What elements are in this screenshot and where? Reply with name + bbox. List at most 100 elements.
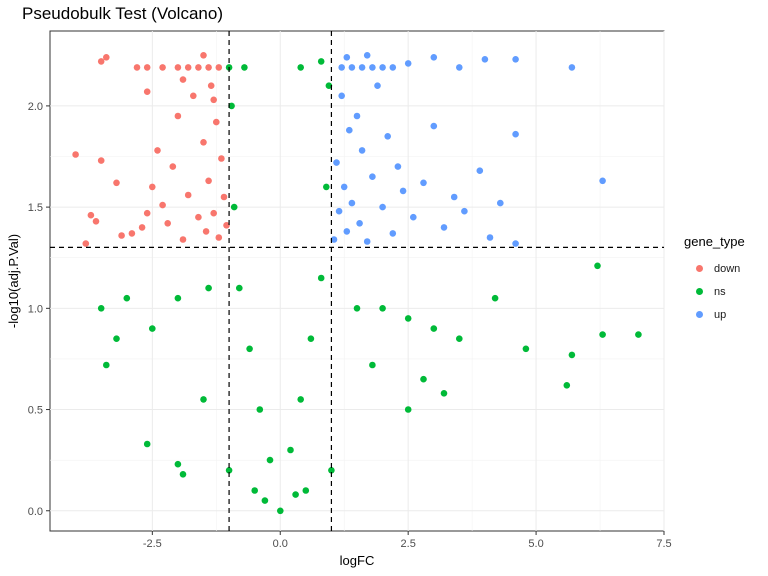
- point-down: [169, 163, 177, 170]
- point-down: [179, 76, 187, 83]
- legend-swatch-down: [696, 265, 703, 272]
- point-down: [97, 157, 105, 164]
- legend: gene_type down ns up: [684, 234, 745, 326]
- point-down: [128, 230, 136, 237]
- x-tick-label: 0.0: [273, 538, 288, 550]
- legend-swatch-up: [696, 311, 703, 318]
- point-ns: [97, 305, 105, 312]
- point-ns: [491, 294, 499, 302]
- point-ns: [205, 284, 212, 292]
- point-up: [348, 64, 356, 71]
- point-down: [215, 234, 223, 241]
- point-up: [420, 179, 427, 187]
- point-up: [461, 207, 468, 215]
- point-down: [82, 240, 90, 247]
- point-ns: [317, 274, 325, 282]
- y-tick-label: 1.5: [28, 202, 43, 214]
- point-down: [118, 232, 125, 239]
- x-axis-title: logFC: [340, 553, 375, 568]
- point-down: [133, 64, 141, 71]
- point-ns: [179, 471, 187, 478]
- point-up: [379, 203, 386, 211]
- point-down: [103, 54, 110, 61]
- point-ns: [236, 284, 243, 292]
- point-ns: [149, 325, 156, 332]
- threshold-lines: [50, 31, 664, 531]
- point-ns: [228, 102, 235, 110]
- point-down: [92, 218, 100, 225]
- point-down: [200, 139, 207, 146]
- point-down: [154, 147, 161, 154]
- point-up: [399, 187, 407, 195]
- point-ns: [251, 487, 258, 494]
- point-up: [343, 54, 351, 61]
- point-down: [202, 228, 210, 235]
- point-up: [333, 159, 340, 166]
- legend-title: gene_type: [684, 234, 745, 249]
- point-down: [97, 58, 105, 65]
- point-ns: [277, 507, 284, 515]
- legend-swatch-ns: [696, 288, 703, 295]
- legend-label-ns: ns: [714, 285, 726, 298]
- point-up: [330, 236, 338, 243]
- point-ns: [230, 203, 238, 211]
- point-ns: [246, 345, 253, 353]
- point-ns: [123, 294, 131, 302]
- point-down: [174, 64, 182, 71]
- point-ns: [174, 460, 182, 468]
- y-tick-label: 2.0: [28, 101, 43, 113]
- point-down: [113, 179, 120, 187]
- point-ns: [328, 467, 335, 474]
- point-down: [213, 118, 220, 126]
- point-up: [363, 238, 371, 245]
- point-ns: [325, 82, 333, 89]
- point-down: [215, 64, 223, 71]
- point-ns: [174, 294, 182, 302]
- point-up: [363, 52, 371, 59]
- point-ns: [297, 396, 305, 403]
- point-ns: [420, 375, 427, 383]
- point-up: [343, 228, 351, 235]
- point-up: [410, 213, 417, 221]
- point-up: [512, 130, 519, 138]
- y-tick-label: 1.0: [28, 303, 43, 315]
- point-down: [195, 213, 202, 221]
- point-ns: [241, 64, 248, 71]
- point-ns: [297, 64, 305, 71]
- point-ns: [379, 305, 386, 312]
- x-tick-label: -2.5: [143, 538, 162, 550]
- point-ns: [261, 497, 269, 504]
- point-up: [430, 122, 438, 130]
- point-ns: [404, 406, 412, 413]
- point-down: [210, 209, 217, 217]
- y-tick-label: 0.0: [28, 506, 43, 518]
- point-down: [223, 222, 230, 229]
- point-down: [138, 224, 146, 231]
- point-up: [358, 147, 366, 154]
- point-down: [184, 191, 192, 199]
- point-up: [340, 183, 348, 191]
- point-up: [348, 199, 356, 207]
- point-ns: [307, 335, 315, 343]
- point-down: [218, 155, 225, 162]
- point-ns: [143, 440, 151, 448]
- point-ns: [594, 262, 601, 270]
- point-down: [159, 64, 166, 71]
- x-tick-label: 7.5: [656, 538, 671, 550]
- point-down: [210, 96, 217, 104]
- point-down: [174, 112, 182, 120]
- point-ns: [563, 382, 571, 389]
- x-axis: -2.5 0.0 2.5 5.0 7.5: [143, 531, 672, 550]
- point-up: [512, 240, 519, 247]
- point-down: [72, 151, 79, 158]
- point-down: [207, 82, 215, 89]
- point-up: [486, 234, 494, 241]
- point-down: [143, 64, 151, 71]
- point-ns: [302, 487, 310, 494]
- point-up: [384, 133, 392, 140]
- point-up: [430, 54, 438, 61]
- point-up: [356, 220, 363, 227]
- y-axis: 0.0 0.5 1.0 1.5 2.0: [28, 101, 50, 518]
- point-ns: [266, 456, 274, 464]
